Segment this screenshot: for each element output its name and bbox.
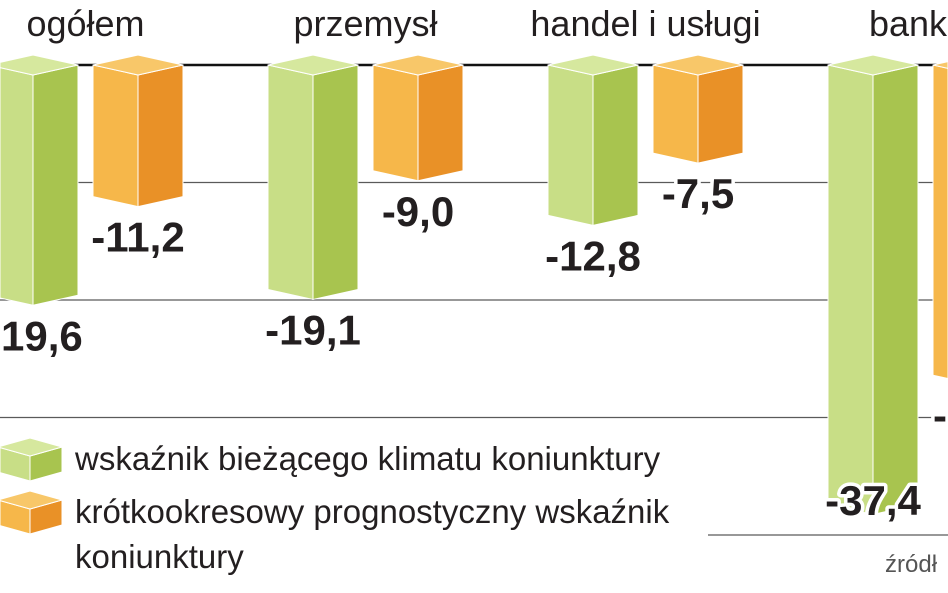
source-note: źródł	[885, 551, 938, 578]
legend-swatch-current-climate	[0, 437, 63, 482]
value-label-current-climate-3: -12,8	[545, 232, 641, 279]
bar-face-left	[827, 64, 874, 515]
bar-forecast-1	[92, 54, 184, 208]
bar-face-right	[312, 64, 359, 300]
bar-forecast-2	[372, 54, 464, 182]
bar-face-right	[872, 64, 919, 515]
category-label-bank: bank	[869, 3, 948, 44]
bar-face-top	[827, 54, 919, 76]
bar-face-right	[592, 64, 639, 226]
bar-face-top	[547, 54, 639, 76]
bars	[0, 54, 948, 515]
value-labels: 19,6 -11,2 -19,1 -9,0 -12,8 -7,5 -37,4-	[0, 167, 948, 528]
bar-face-top	[372, 54, 464, 76]
bar-face-left	[652, 64, 699, 164]
bar-current-climate-2	[267, 54, 359, 300]
category-labels: ogółem przemysł handel i usługi bank	[26, 3, 948, 44]
bar-face-top	[0, 54, 79, 76]
legend-label-forecast: krótkookresowy prognostyczny wskaźnik ko…	[75, 493, 670, 575]
bar-face-top	[652, 54, 744, 76]
bar-forecast-4	[932, 61, 948, 380]
bar-face-top	[0, 437, 63, 457]
bar-face-right	[32, 64, 79, 306]
legend-swatch-forecast	[0, 490, 63, 535]
bar-face-right	[137, 64, 184, 208]
value-label-current-climate-2: -19,1	[265, 306, 361, 353]
value-label-forecast-2: -9,0	[382, 188, 454, 235]
bar-forecast-3	[652, 54, 744, 164]
legend-swatches	[0, 437, 63, 535]
bar-face-top	[92, 54, 184, 76]
bar-face-left	[932, 64, 948, 380]
category-label-przemysl: przemysł	[293, 3, 437, 44]
bar-face-right	[417, 64, 464, 182]
bar-current-climate-1	[0, 54, 79, 306]
bar-face-left	[267, 64, 314, 300]
bar-face-left	[372, 64, 419, 182]
bar-face-top	[0, 490, 63, 510]
value-label-forecast-3: -7,5	[662, 170, 734, 217]
bar-face-right	[697, 64, 744, 164]
category-label-handel-i-uslugi: handel i usługi	[530, 3, 760, 44]
value-label-forecast-4: -	[933, 392, 947, 439]
bar-face-left	[92, 64, 139, 208]
category-label-ogolem: ogółem	[26, 3, 144, 44]
bar-current-climate-3	[547, 54, 639, 226]
value-label-current-climate-4: -37,4	[825, 477, 921, 524]
bar-face-top	[932, 61, 948, 69]
value-label-forecast-1: -11,2	[91, 214, 184, 261]
legend-label-current-climate: wskaźnik bieżącego klimatu koniunktury	[75, 440, 661, 477]
value-label-current-climate-1: 19,6	[1, 312, 83, 359]
bar-face-left	[547, 64, 594, 226]
bar-current-climate-4	[827, 54, 919, 515]
bar-face-left	[0, 67, 34, 306]
bar-face-top	[267, 54, 359, 76]
